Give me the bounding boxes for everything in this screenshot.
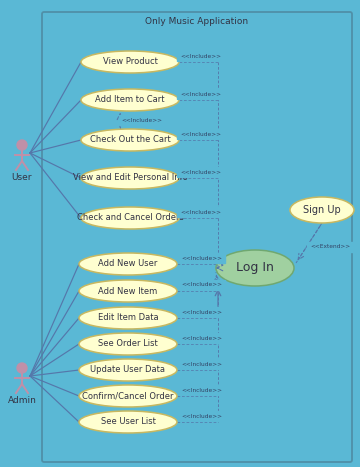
- Ellipse shape: [81, 167, 179, 189]
- Text: <<Include>>: <<Include>>: [181, 310, 222, 314]
- Text: <<Include>>: <<Include>>: [181, 255, 222, 261]
- Text: View Product: View Product: [103, 57, 157, 66]
- Ellipse shape: [79, 307, 177, 329]
- Ellipse shape: [79, 411, 177, 433]
- Text: User: User: [12, 173, 32, 182]
- Text: Admin: Admin: [8, 396, 36, 405]
- Ellipse shape: [81, 129, 179, 151]
- Circle shape: [17, 363, 27, 373]
- Ellipse shape: [79, 385, 177, 407]
- Ellipse shape: [79, 359, 177, 381]
- Text: <<Include>>: <<Include>>: [181, 335, 222, 340]
- Ellipse shape: [216, 250, 294, 286]
- Ellipse shape: [79, 253, 177, 275]
- Text: <<Include>>: <<Include>>: [180, 54, 221, 58]
- Text: See User List: See User List: [100, 417, 156, 426]
- Ellipse shape: [79, 333, 177, 355]
- Text: <<Include>>: <<Include>>: [180, 210, 221, 214]
- Text: <<Include>>: <<Include>>: [180, 92, 221, 97]
- Text: Check Out the Cart: Check Out the Cart: [90, 135, 170, 144]
- Text: <<Include>>: <<Include>>: [180, 170, 221, 175]
- Text: Update User Data: Update User Data: [90, 366, 166, 375]
- Ellipse shape: [290, 197, 354, 223]
- Text: <<Include>>: <<Include>>: [181, 283, 222, 288]
- Text: Sign Up: Sign Up: [303, 205, 341, 215]
- Text: Add Item to Cart: Add Item to Cart: [95, 95, 165, 105]
- Text: <<Include>>: <<Include>>: [181, 388, 222, 392]
- Ellipse shape: [81, 207, 179, 229]
- Text: <<Include>>: <<Include>>: [181, 361, 222, 367]
- Text: Only Music Application: Only Music Application: [145, 16, 248, 26]
- FancyBboxPatch shape: [42, 12, 352, 462]
- Text: Log In: Log In: [236, 262, 274, 275]
- Text: Confirm/Cancel Order: Confirm/Cancel Order: [82, 391, 174, 401]
- Text: Check and Cancel Orders: Check and Cancel Orders: [77, 213, 184, 222]
- Ellipse shape: [81, 89, 179, 111]
- Text: Add New User: Add New User: [98, 260, 158, 269]
- Text: View and Edit Personal Info: View and Edit Personal Info: [73, 174, 187, 183]
- Text: <<Include>>: <<Include>>: [180, 132, 221, 136]
- Ellipse shape: [81, 51, 179, 73]
- Text: See Order List: See Order List: [98, 340, 158, 348]
- Text: <<Include>>: <<Include>>: [181, 413, 222, 418]
- Text: Edit Item Data: Edit Item Data: [98, 313, 158, 323]
- Text: Add New Item: Add New Item: [98, 286, 158, 296]
- Circle shape: [17, 140, 27, 150]
- Text: <<Include>>: <<Include>>: [122, 118, 162, 122]
- Text: <<Extend>>: <<Extend>>: [310, 245, 350, 249]
- Ellipse shape: [79, 280, 177, 302]
